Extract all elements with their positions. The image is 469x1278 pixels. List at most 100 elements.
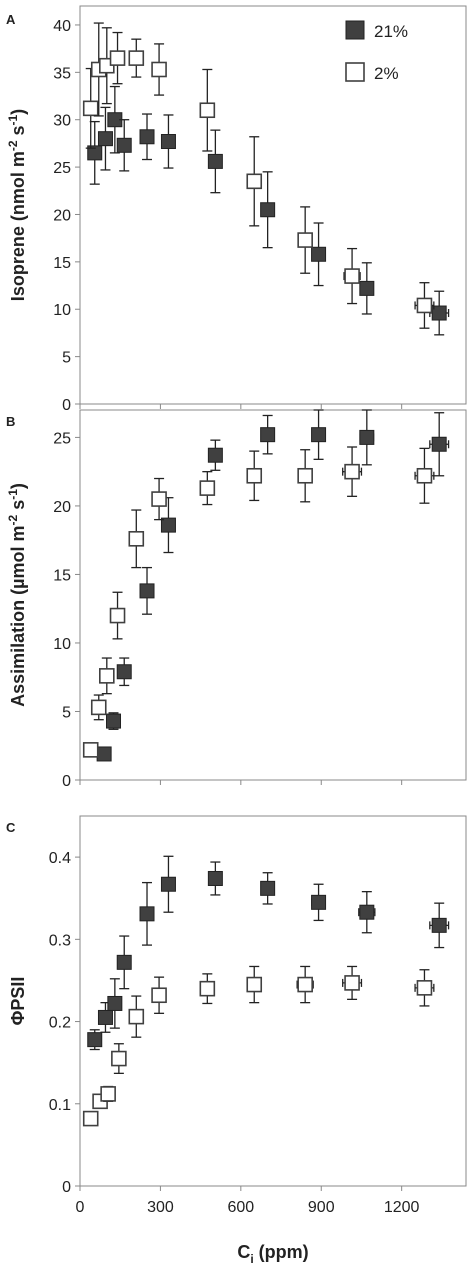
- data-point: [207, 439, 223, 471]
- data-point: [429, 412, 450, 477]
- legend-label: 21%: [374, 22, 408, 41]
- data-point: [429, 902, 450, 949]
- y-tick-label: 0: [62, 773, 71, 790]
- open-square-marker: [111, 1050, 127, 1067]
- data-point: [128, 38, 145, 78]
- filled-square-marker: [116, 954, 132, 970]
- y-tick-label: 10: [53, 636, 71, 653]
- data-point: [342, 446, 363, 497]
- data-point: [207, 861, 223, 896]
- open-square-marker: [109, 50, 126, 66]
- y-axis-label-part: ): [8, 109, 28, 115]
- series-open: [82, 22, 435, 329]
- x-axis-label-part: i: [250, 1252, 253, 1266]
- data-point: [246, 136, 263, 227]
- data-point: [297, 449, 313, 503]
- data-point: [139, 566, 155, 615]
- data-point: [414, 447, 435, 504]
- panel-letter: C: [6, 820, 16, 835]
- y-tick-label: 0.3: [49, 932, 71, 949]
- legend: 21% 2%: [345, 20, 408, 83]
- open-square-marker: [100, 1086, 116, 1102]
- y-tick-label: 10: [53, 302, 71, 319]
- y-tick-label: 25: [53, 430, 71, 447]
- data-point: [97, 106, 113, 171]
- open-square-marker: [128, 531, 145, 547]
- y-tick-label: 35: [53, 65, 71, 82]
- y-tick-label: 0.1: [49, 1097, 71, 1114]
- y-axis-label-part: Assimilation (µmol m: [8, 525, 28, 706]
- y-axis-label: Isoprene (nmol m-2 s-1): [6, 109, 28, 301]
- open-square-marker: [416, 297, 433, 314]
- open-square-marker: [297, 467, 313, 484]
- data-point: [106, 712, 122, 730]
- open-square-marker: [199, 480, 216, 496]
- x-tick-label: 900: [308, 1199, 335, 1216]
- y-tick-label: 0: [62, 397, 71, 414]
- y-tick-label: 0.4: [49, 850, 71, 867]
- open-square-marker: [82, 742, 99, 758]
- data-point: [82, 67, 99, 149]
- data-point: [151, 43, 167, 96]
- y-axis-label-part: -2: [6, 140, 20, 151]
- filled-square-marker: [160, 517, 176, 533]
- data-point: [82, 742, 99, 758]
- series-filled: [87, 855, 450, 1051]
- data-point: [414, 969, 435, 1007]
- data-point: [246, 450, 263, 502]
- filled-square-marker: [207, 447, 223, 463]
- data-point: [107, 978, 123, 1029]
- data-point: [343, 247, 361, 305]
- open-square-marker: [344, 463, 360, 480]
- data-point: [90, 694, 107, 721]
- series-open: [82, 965, 435, 1127]
- data-point: [297, 206, 313, 274]
- data-point: [128, 995, 145, 1038]
- filled-square-marker: [207, 870, 223, 886]
- open-square-marker: [344, 975, 360, 991]
- open-square-marker: [151, 987, 167, 1004]
- open-square-marker: [82, 1110, 99, 1127]
- y-tick-label: 20: [53, 207, 71, 224]
- open-square-marker: [99, 668, 115, 684]
- data-point: [160, 114, 176, 169]
- open-square-marker: [90, 699, 107, 716]
- data-point: [296, 965, 314, 1004]
- data-point: [160, 497, 176, 554]
- data-point: [128, 509, 145, 569]
- x-axis-label: Ci (ppm): [237, 1242, 308, 1266]
- open-square-marker: [151, 491, 167, 507]
- open-square-marker: [128, 50, 145, 66]
- data-point: [151, 976, 167, 1014]
- x-tick-label: 0: [76, 1199, 85, 1216]
- data-point: [311, 222, 327, 287]
- y-axis-label: Assimilation (µmol m-2 s-1): [6, 483, 28, 707]
- data-point: [260, 414, 276, 455]
- data-point: [87, 120, 103, 185]
- filled-square-marker: [139, 583, 155, 599]
- data-point: [82, 1110, 99, 1127]
- panel-a: A 0 5 10 15 20 25 30 35 40 Isoprene (nmol m-2 s-1)…: [6, 5, 467, 414]
- filled-square-marker: [87, 1032, 103, 1048]
- filled-square-marker: [96, 746, 112, 762]
- x-axis-label-part: C: [237, 1242, 250, 1262]
- y-axis-label: ΦPSII: [8, 977, 28, 1026]
- y-tick-label: 0: [62, 1179, 71, 1196]
- open-square-marker: [246, 976, 263, 993]
- data-point: [199, 471, 216, 506]
- data-point: [97, 1001, 113, 1033]
- filled-square-marker: [116, 664, 132, 680]
- data-point: [100, 1085, 116, 1102]
- data-point: [107, 85, 123, 154]
- filled-square-marker: [97, 1009, 113, 1025]
- filled-square-marker: [431, 436, 447, 452]
- x-tick-label: 1200: [384, 1199, 420, 1216]
- data-point: [207, 129, 223, 194]
- data-point: [116, 657, 132, 687]
- data-point: [414, 282, 435, 329]
- y-axis-label-part: -1: [6, 489, 20, 500]
- panel-c: C 0 0.1 0.2 0.3 0.4 0 300 600 900 1200 ΦPSII Ci (ppm…: [6, 815, 467, 1266]
- open-square-marker: [297, 232, 313, 248]
- filled-square-marker: [260, 202, 276, 218]
